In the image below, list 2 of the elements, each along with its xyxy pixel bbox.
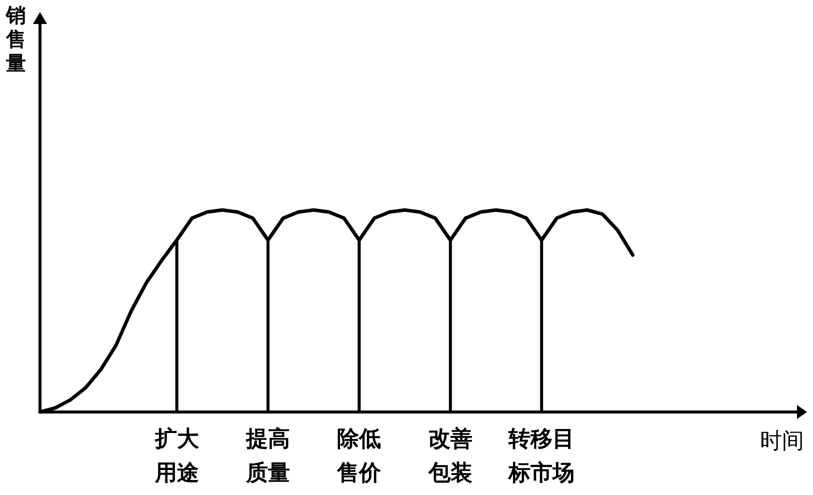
- text: 时间: [760, 429, 804, 454]
- text: 销售量: [5, 3, 26, 75]
